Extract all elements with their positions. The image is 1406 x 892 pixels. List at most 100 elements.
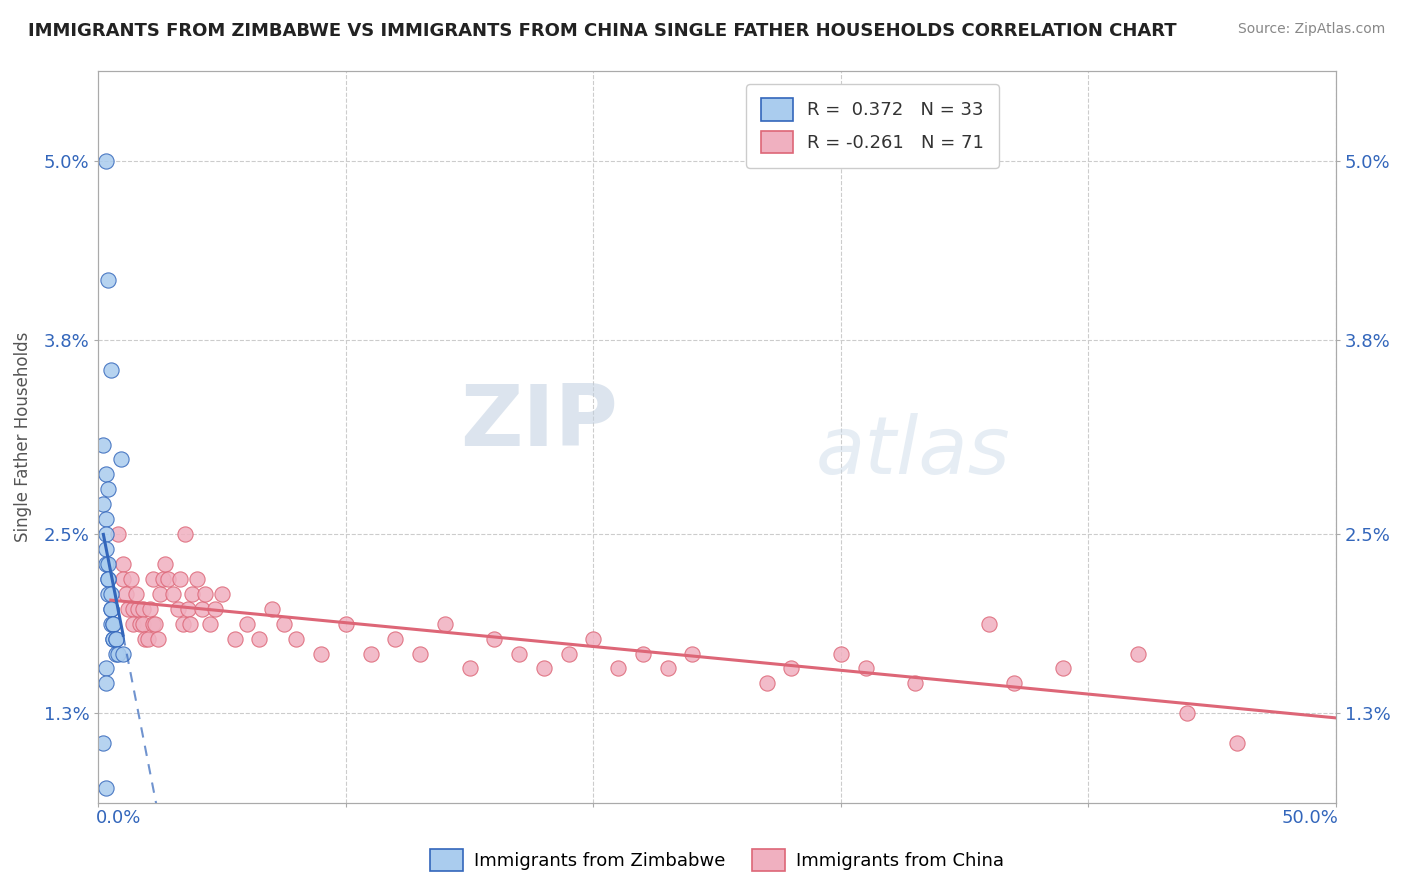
Point (1126, 647, 1149, 661)
Point (100, 601, 122, 615)
Point (979, 616, 1001, 631)
Point (855, 661, 877, 675)
Point (142, 572, 165, 586)
Point (155, 557, 177, 571)
Point (176, 601, 198, 615)
Point (103, 632, 125, 646)
Point (211, 587, 233, 601)
Point (166, 601, 188, 615)
Point (127, 601, 149, 615)
Point (172, 616, 194, 631)
Text: ZIP: ZIP (460, 381, 619, 464)
Point (152, 572, 174, 586)
Point (360, 647, 382, 661)
Point (179, 616, 201, 631)
Point (94, 542, 117, 557)
Point (1175, 706, 1198, 721)
Point (830, 647, 852, 661)
Point (94, 153, 117, 168)
Point (94, 557, 117, 571)
Point (93, 736, 115, 750)
Point (186, 572, 208, 586)
Point (156, 572, 179, 586)
Point (335, 616, 357, 631)
Point (134, 632, 156, 646)
Point (112, 647, 135, 661)
Point (94, 676, 117, 690)
Point (97, 557, 120, 571)
Point (100, 587, 122, 601)
Point (1002, 676, 1025, 690)
Point (104, 647, 127, 661)
Point (104, 632, 127, 646)
Point (198, 616, 221, 631)
Point (132, 601, 155, 615)
Text: IMMIGRANTS FROM ZIMBABWE VS IMMIGRANTS FROM CHINA SINGLE FATHER HOUSEHOLDS CORRE: IMMIGRANTS FROM ZIMBABWE VS IMMIGRANTS F… (28, 22, 1177, 40)
Point (224, 632, 246, 646)
Point (273, 616, 295, 631)
Point (260, 601, 283, 615)
Point (484, 632, 506, 646)
Text: atlas: atlas (815, 413, 1011, 491)
Point (181, 587, 204, 601)
Point (122, 601, 145, 615)
Point (508, 647, 530, 661)
Point (285, 632, 308, 646)
Point (97, 572, 120, 586)
Point (100, 601, 122, 615)
Point (582, 632, 605, 646)
Text: Source: ZipAtlas.com: Source: ZipAtlas.com (1237, 22, 1385, 37)
Point (94, 661, 117, 675)
Point (139, 601, 162, 615)
Point (112, 572, 135, 586)
Point (384, 632, 406, 646)
Point (94, 512, 117, 526)
Point (117, 601, 139, 615)
Point (103, 632, 125, 646)
Point (309, 647, 332, 661)
Point (247, 632, 270, 646)
Point (236, 616, 259, 631)
Point (458, 661, 481, 675)
Point (142, 616, 165, 631)
Point (780, 661, 803, 675)
Point (107, 647, 129, 661)
Point (1052, 661, 1074, 675)
Point (162, 587, 184, 601)
Point (194, 587, 217, 601)
Point (97, 273, 120, 287)
Point (103, 616, 125, 631)
Point (104, 632, 127, 646)
Text: 0.0%: 0.0% (96, 809, 142, 827)
Point (755, 676, 778, 690)
Point (100, 616, 122, 631)
Point (103, 616, 125, 631)
Point (136, 632, 159, 646)
Point (112, 557, 135, 571)
Point (204, 601, 226, 615)
Point (1226, 736, 1249, 750)
Point (93, 497, 115, 511)
Text: 50.0%: 50.0% (1281, 809, 1339, 827)
Point (122, 616, 145, 631)
Point (97, 587, 120, 601)
Point (97, 572, 120, 586)
Point (132, 616, 155, 631)
Point (607, 661, 630, 675)
Point (114, 587, 136, 601)
Point (146, 632, 169, 646)
Point (93, 437, 115, 451)
Point (97, 483, 120, 497)
Point (657, 661, 679, 675)
Point (124, 587, 146, 601)
Point (533, 661, 555, 675)
Point (143, 616, 166, 631)
Point (94, 780, 117, 795)
Point (120, 572, 142, 586)
Point (169, 572, 191, 586)
Point (904, 676, 927, 690)
Point (149, 587, 172, 601)
Point (191, 601, 214, 615)
Point (433, 616, 456, 631)
Point (409, 647, 432, 661)
